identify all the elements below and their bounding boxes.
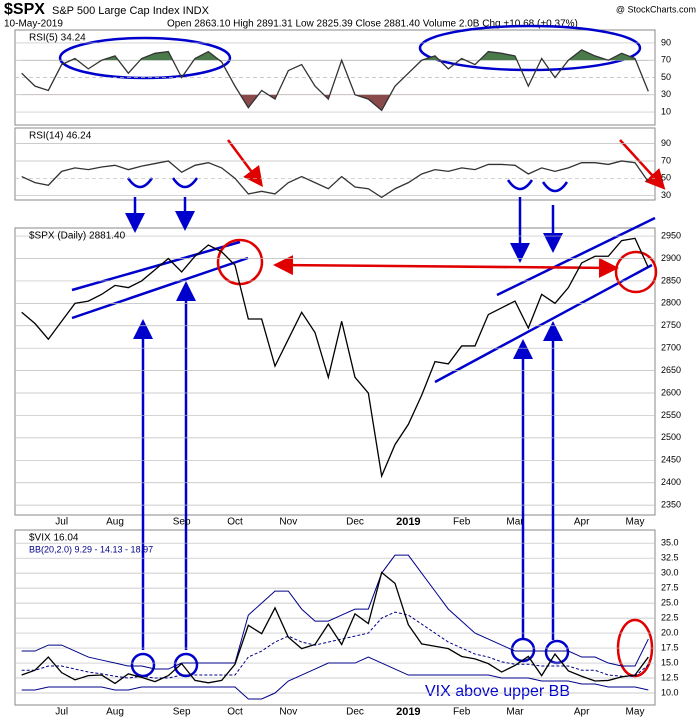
y-tick-label: 2650 — [661, 365, 681, 375]
y-tick-label: 20.0 — [661, 627, 679, 637]
circle — [614, 250, 658, 294]
x-tick-label: 2019 — [396, 516, 420, 528]
bb-middle — [21, 611, 649, 679]
x-tick-label: Apr — [574, 517, 590, 528]
x-tick-label: Feb — [453, 517, 471, 528]
x-tick-label: Jul — [55, 707, 68, 717]
symbol-name: S&P 500 Large Cap Index INDX — [52, 5, 210, 17]
x-tick-label: Jul — [55, 517, 68, 528]
y-tick-label: 2600 — [661, 387, 681, 397]
circle — [173, 652, 199, 678]
y-tick-label: 10.0 — [661, 687, 679, 697]
symbol: $SPX — [4, 1, 45, 18]
circle — [544, 639, 570, 665]
x-tick-label: Mar — [506, 517, 524, 528]
y-tick-label: 32.5 — [661, 553, 679, 563]
y-tick-label: 27.5 — [661, 583, 679, 593]
y-tick-label: 30 — [661, 89, 671, 99]
y-tick-label: 12.5 — [661, 672, 679, 682]
y-tick-label: 2500 — [661, 432, 681, 442]
y-tick-label: 70 — [661, 55, 671, 65]
x-tick-label: 2019 — [396, 706, 420, 717]
annotation: VIX above upper BB — [425, 683, 570, 700]
y-tick-label: 35.0 — [661, 538, 679, 548]
x-tick-label: Dec — [346, 707, 364, 717]
quote: Open 2863.10 High 2891.31 Low 2825.39 Cl… — [167, 19, 578, 30]
date: 10-May-2019 — [4, 19, 63, 30]
panel-frame — [14, 227, 656, 516]
arrow — [226, 139, 263, 188]
arrow — [273, 255, 619, 278]
arrow — [619, 139, 666, 190]
y-tick-label: 2400 — [661, 477, 681, 487]
y-tick-label: 2700 — [661, 343, 681, 353]
x-tick-label: May — [626, 707, 645, 717]
y-tick-label: 70 — [661, 155, 671, 165]
x-tick-label: Sep — [173, 517, 191, 528]
bb-upper — [21, 554, 649, 670]
y-tick-label: 17.5 — [661, 642, 679, 652]
legend-label: $SPX (Daily) 2881.40 — [29, 231, 126, 242]
y-tick-label: 22.5 — [661, 612, 679, 622]
ellipse — [418, 24, 642, 72]
y-tick-label: 10 — [661, 106, 671, 116]
source: @ StockCharts.com — [616, 4, 696, 14]
trend-line — [71, 240, 241, 292]
x-tick-label: Sep — [173, 707, 191, 717]
x-tick-label: Nov — [279, 707, 297, 717]
series-line — [21, 49, 649, 112]
y-tick-label: 90 — [661, 37, 671, 47]
legend-label: $VIX 16.04 — [29, 533, 79, 544]
legend-label: RSI(14) 46.24 — [29, 131, 92, 142]
x-tick-label: Aug — [106, 517, 124, 528]
y-tick-label: 2900 — [661, 253, 681, 263]
x-tick-label: May — [626, 517, 645, 528]
y-tick-label: 30.0 — [661, 568, 679, 578]
y-tick-label: 2750 — [661, 320, 681, 330]
series-line — [21, 571, 649, 685]
trend-line — [71, 256, 249, 320]
annotations — [58, 24, 666, 678]
series-line — [21, 237, 649, 479]
y-tick-label: 50 — [661, 72, 671, 82]
y-tick-label: 25.0 — [661, 597, 679, 607]
y-tick-label: 30 — [661, 190, 671, 200]
series-line — [21, 160, 649, 199]
panel-frame — [14, 529, 656, 706]
x-tick-label: Oct — [227, 517, 243, 528]
circle — [130, 652, 156, 678]
y-tick-label: 90 — [661, 138, 671, 148]
legend-label: RSI(5) 34.24 — [29, 33, 86, 44]
legend-label: BB(20,2.0) 9.29 - 14.13 - 18.97 — [29, 544, 153, 554]
y-tick-label: 2800 — [661, 298, 681, 308]
x-tick-label: Mar — [506, 707, 524, 717]
circle — [510, 637, 536, 663]
bb-lower — [21, 656, 649, 700]
y-tick-label: 15.0 — [661, 657, 679, 667]
y-tick-label: 2950 — [661, 230, 681, 240]
x-tick-label: Dec — [346, 517, 364, 528]
x-tick-label: Oct — [227, 707, 243, 717]
y-tick-label: 50 — [661, 173, 671, 183]
y-tick-label: 2450 — [661, 455, 681, 465]
y-tick-label: 2350 — [661, 500, 681, 510]
smile — [126, 177, 569, 193]
x-tick-label: Feb — [453, 707, 471, 717]
x-tick-label: Aug — [106, 707, 124, 717]
y-tick-label: 2550 — [661, 410, 681, 420]
panel-frame — [14, 127, 656, 201]
ellipse — [58, 36, 232, 80]
y-tick-label: 2850 — [661, 275, 681, 285]
x-tick-label: Nov — [279, 517, 297, 528]
x-tick-label: Apr — [574, 707, 590, 717]
